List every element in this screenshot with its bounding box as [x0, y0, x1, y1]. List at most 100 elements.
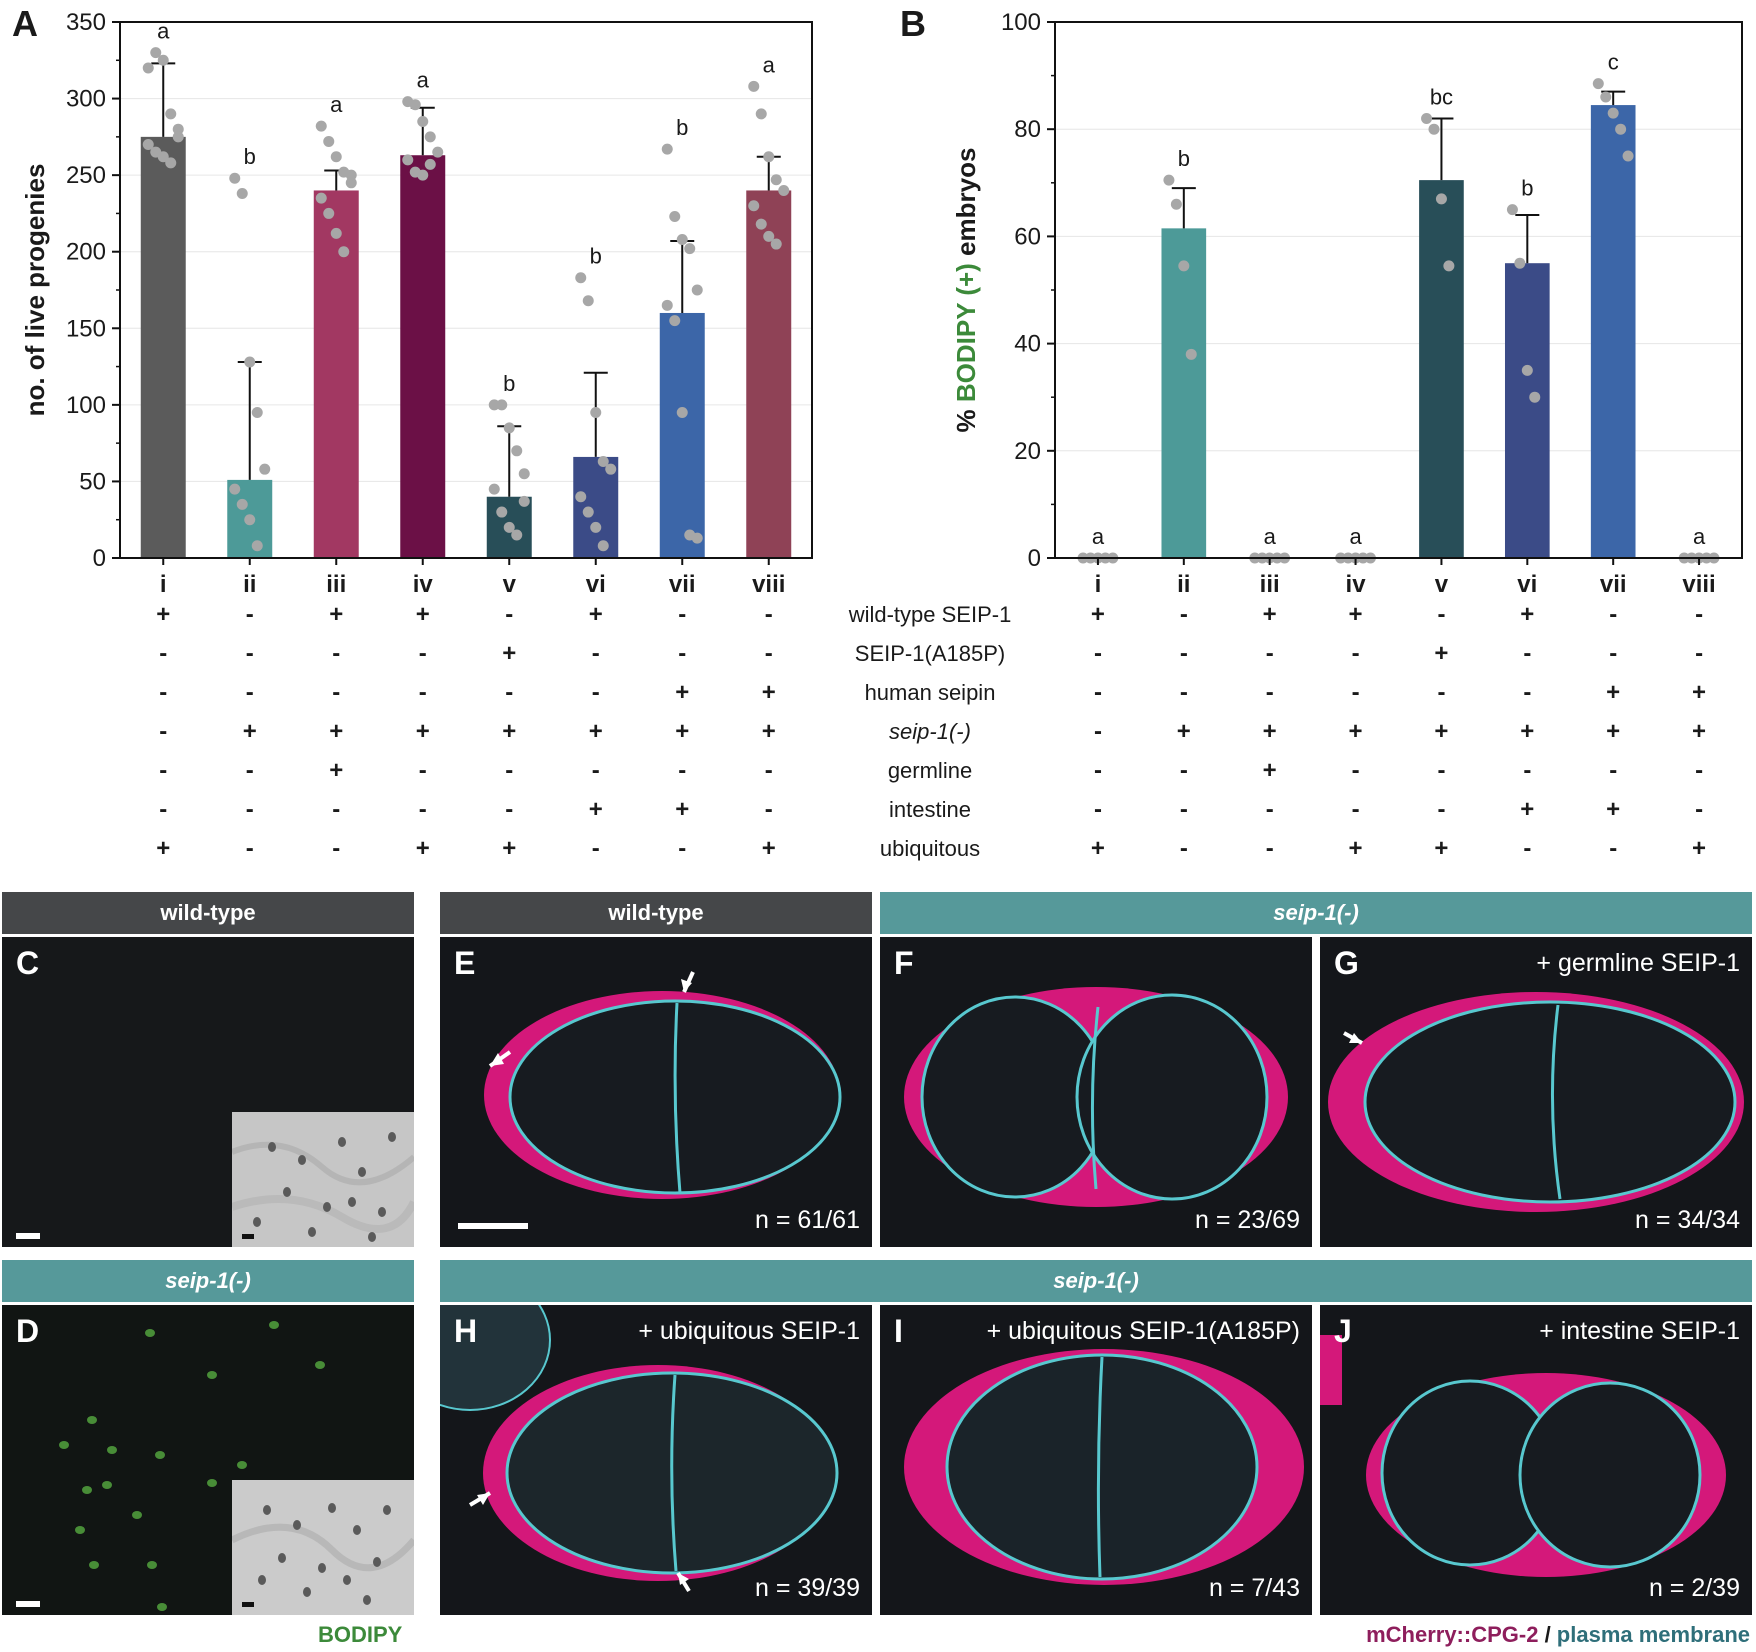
table-sign-b-6-iv: + — [1349, 835, 1363, 862]
table-sign-b-6-viii: + — [1692, 835, 1706, 862]
data-point-i — [150, 47, 162, 59]
data-point-iv — [402, 154, 414, 166]
table-sign-a-1-viii: - — [765, 640, 773, 667]
table-sign-b-4-iii: + — [1263, 757, 1277, 784]
panel-g-image: G + germline SEIP-1 n = 34/34 — [1320, 937, 1752, 1247]
category-label-vi: vi — [1517, 571, 1537, 598]
header-wild-type-left: wild-type — [2, 892, 414, 934]
table-sign-a-3-v: + — [502, 718, 516, 745]
data-point-vii — [1622, 150, 1634, 162]
data-point-viii — [778, 184, 790, 196]
table-sign-b-3-vii: + — [1606, 718, 1620, 745]
data-point-viii — [755, 218, 767, 230]
significance-letter-ii: b — [244, 144, 256, 169]
data-point-i — [157, 54, 169, 66]
table-sign-b-0-viii: - — [1695, 601, 1703, 628]
y-axis-label-b-part: % — [951, 402, 981, 432]
table-sign-b-1-iv: - — [1352, 640, 1360, 667]
panel-f-image: F n = 23/69 — [880, 937, 1312, 1247]
table-sign-a-3-iii: + — [329, 718, 343, 745]
panel-d-bodipy-droplets — [59, 1321, 325, 1611]
table-sign-a-6-iv: + — [416, 835, 430, 862]
panel-f-embryo — [904, 987, 1288, 1207]
data-point-iii — [345, 169, 357, 181]
header-seip-hij: seip-1(-) — [440, 1260, 1752, 1302]
data-point-vii — [1615, 123, 1627, 135]
table-sign-b-3-i: - — [1094, 718, 1102, 745]
y-tick-label: 60 — [1014, 223, 1041, 250]
significance-letter-iv: a — [1349, 524, 1362, 549]
category-label-iii: iii — [1260, 571, 1280, 598]
legend-separator: / — [1538, 1622, 1557, 1647]
table-sign-a-1-iv: - — [419, 640, 427, 667]
y-tick-label: 50 — [79, 468, 106, 495]
panel-j-condition: + intestine SEIP-1 — [1539, 1317, 1740, 1345]
data-point-iii — [345, 177, 357, 189]
data-point-ii — [259, 463, 271, 475]
panel-e-letter: E — [454, 945, 476, 981]
table-sign-a-5-i: - — [159, 796, 167, 823]
table-sign-a-5-v: - — [505, 796, 513, 823]
table-sign-b-3-iv: + — [1349, 718, 1363, 745]
y-axis-label-a: no. of live progenies — [20, 164, 50, 417]
data-point-viii — [755, 108, 767, 120]
table-sign-a-4-iii: + — [329, 757, 343, 784]
data-point-vi — [590, 521, 602, 533]
data-point-vi — [1529, 391, 1541, 403]
significance-letter-i: a — [157, 19, 170, 44]
table-sign-b-2-v: - — [1437, 679, 1445, 706]
y-tick-label: 40 — [1014, 331, 1041, 358]
significance-letter-viii: a — [763, 52, 776, 77]
table-sign-a-1-iii: - — [332, 640, 340, 667]
significance-letter-iii: a — [1264, 524, 1277, 549]
table-sign-a-1-v: + — [502, 640, 516, 667]
panel-h-image: H + ubiquitous SEIP-1 n = 39/39 — [440, 1305, 872, 1615]
y-tick-label: 350 — [66, 9, 106, 36]
data-point-vii — [661, 143, 673, 155]
y-tick-label: 250 — [66, 162, 106, 189]
table-sign-a-1-vii: - — [678, 640, 686, 667]
panel-e-embryo — [484, 971, 842, 1199]
data-point-i — [172, 131, 184, 143]
data-point-iii — [323, 207, 335, 219]
table-sign-a-4-viii: - — [765, 757, 773, 784]
table-row-label-6: ubiquitous — [880, 836, 980, 861]
category-label-i: i — [160, 571, 167, 598]
data-point-v — [496, 399, 508, 411]
y-tick-label: 200 — [66, 239, 106, 266]
data-point-i — [172, 123, 184, 135]
data-point-ii — [1185, 348, 1197, 360]
data-point-vi — [1506, 204, 1518, 216]
category-label-v: v — [503, 571, 517, 598]
category-label-vii: vii — [669, 571, 696, 598]
panel-d-brightfield-inset — [232, 1480, 414, 1615]
data-point-iii — [323, 135, 335, 147]
significance-letter-ii: b — [1178, 146, 1190, 171]
category-label-ii: ii — [1177, 571, 1190, 598]
data-point-i — [165, 108, 177, 120]
data-point-v — [1435, 193, 1447, 205]
bar-iii — [313, 190, 359, 558]
data-point-v — [1428, 123, 1440, 135]
table-sign-a-2-vi: - — [592, 679, 600, 706]
y-tick-label: 20 — [1014, 438, 1041, 465]
data-point-vi — [597, 456, 609, 468]
data-point-vii — [691, 532, 703, 544]
table-sign-b-0-iv: + — [1349, 601, 1363, 628]
table-sign-a-0-viii: - — [765, 601, 773, 628]
category-label-iii: iii — [326, 571, 346, 598]
panel-f-letter: F — [894, 945, 914, 981]
table-sign-a-0-iv: + — [416, 601, 430, 628]
panel-e-count: n = 61/61 — [755, 1206, 860, 1234]
category-label-vi: vi — [586, 571, 606, 598]
panel-g-letter: G — [1334, 945, 1359, 981]
header-seip-left: seip-1(-) — [2, 1260, 414, 1302]
table-sign-b-2-ii: - — [1180, 679, 1188, 706]
data-point-i — [165, 157, 177, 169]
data-point-vi — [575, 491, 587, 503]
y-tick-label: 0 — [93, 545, 106, 572]
table-sign-b-0-ii: - — [1180, 601, 1188, 628]
data-point-ii — [251, 540, 263, 552]
data-point-v — [518, 495, 530, 507]
panel-f-count: n = 23/69 — [1195, 1206, 1300, 1234]
